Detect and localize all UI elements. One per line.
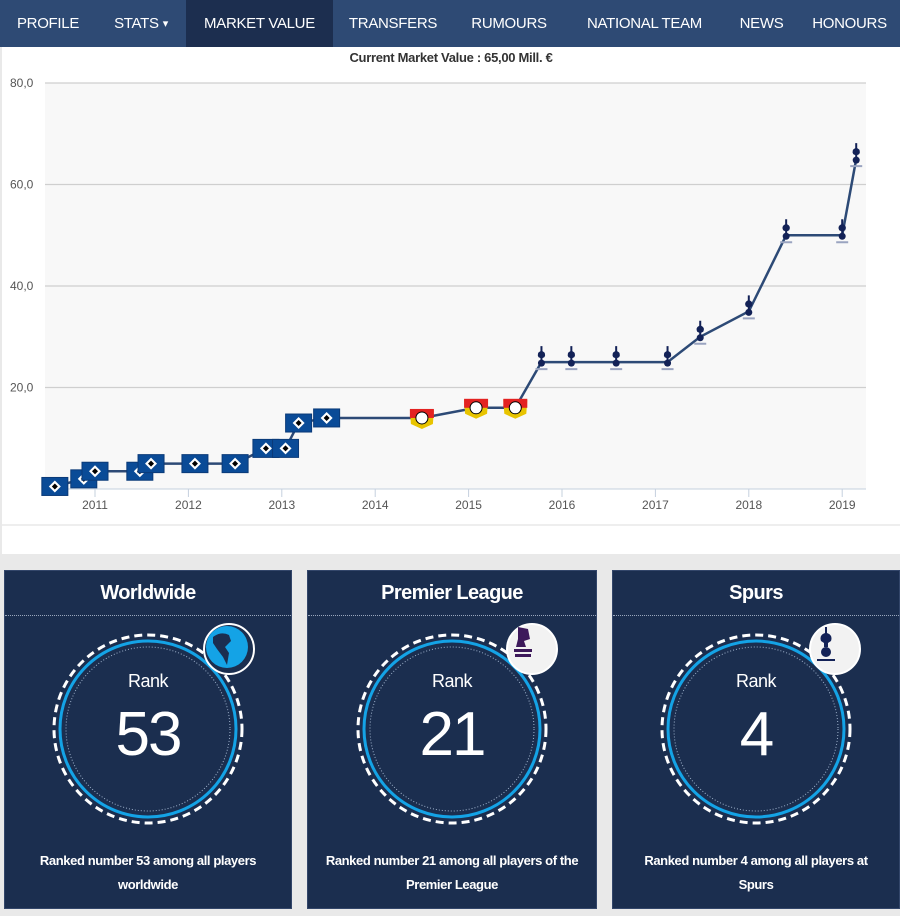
y-tick-label: 80,0 [10,76,34,90]
data-point-tot[interactable] [610,346,623,371]
data-point-hsv[interactable] [137,454,165,474]
data-point-tot[interactable] [565,346,578,371]
tab-news[interactable]: NEWS [724,0,799,47]
data-point-hsv[interactable] [221,454,249,474]
tab-national-team[interactable]: NATIONAL TEAM [565,0,724,47]
card-premier-league: Premier League Rank 21 Ranked number 21 … [307,570,597,909]
data-point-tot[interactable] [661,346,674,371]
data-point-hsv[interactable] [41,476,69,496]
data-point-tot[interactable] [742,295,755,320]
data-point-hsv[interactable] [285,413,313,433]
market-value-chart: 20,0 40,0 60,0 80,0 2011 2012 2013 2014 2015 2016… [2,76,900,526]
data-point-hsv[interactable] [181,454,209,474]
ranking-cards: Worldwide Rank 53 Ranked number 53 among… [0,570,900,910]
tab-label: TRANSFERS [348,15,438,32]
tab-market-value[interactable]: MARKET VALUE [186,0,333,47]
card-spurs: Spurs Rank 4 Ranked number 4 among all p… [612,570,900,909]
tab-label: STATS [114,15,159,32]
rank-ring [52,633,244,825]
x-tick-label: 2014 [362,498,389,512]
data-point-tot[interactable] [850,143,863,168]
tab-label: NEWS [739,15,784,32]
tab-label: NATIONAL TEAM [586,15,702,32]
x-tick-label: 2018 [735,498,762,512]
rank-number: 53 [115,700,183,769]
main-nav: PROFILE STATS ▾ MARKET VALUE TRANSFERS RU… [0,0,900,47]
card-title: Premier League [308,571,596,616]
tab-stats[interactable]: STATS ▾ [96,0,186,47]
x-tick-label: 2015 [455,498,482,512]
rank-number: 21 [419,700,487,769]
x-tick-label: 2017 [642,498,669,512]
data-point-tot[interactable] [780,219,793,244]
card-title: Worldwide [5,571,291,616]
data-point-hsv[interactable] [313,408,341,428]
x-tick-label: 2012 [175,498,202,512]
globe-icon [203,623,255,675]
rank-label: Rank [431,671,473,691]
rank-description: Ranked number 53 among all players world… [39,853,257,892]
tab-transfers[interactable]: TRANSFERS [333,0,453,47]
rank-description: Ranked number 4 among all players at Spu… [644,853,868,892]
data-point-hsv[interactable] [81,461,109,481]
tottenham-crest-icon [809,623,861,675]
tab-rumours[interactable]: RUMOURS [453,0,565,47]
card-title: Spurs [613,571,899,616]
x-tick-label: 2016 [549,498,576,512]
rank-description: Ranked number 21 among all players of th… [325,853,579,892]
x-tick-label: 2019 [829,498,856,512]
rank-label: Rank [127,671,169,691]
tab-honours[interactable]: HONOURS [799,0,900,47]
chart-title: Current Market Value : 65,00 Mill. € [349,50,553,65]
tab-label: PROFILE [16,15,80,32]
premier-league-logo-icon [506,623,558,675]
tab-label: RUMOURS [471,15,547,32]
rank-label: Rank [735,671,777,691]
x-tick-label: 2011 [82,498,108,512]
data-point-b04[interactable] [503,398,528,419]
data-point-tot[interactable] [535,346,548,371]
tab-label: HONOURS [812,15,887,32]
market-value-panel: Current Market Value : 65,00 Mill. € 20,… [2,47,900,554]
tab-label: MARKET VALUE [204,15,315,32]
tab-profile[interactable]: PROFILE [0,0,96,47]
rank-number: 4 [739,700,774,769]
card-worldwide: Worldwide Rank 53 Ranked number 53 among… [4,570,292,909]
y-tick-label: 40,0 [10,279,34,293]
x-tick-label: 2013 [268,498,295,512]
rank-ring [660,633,852,825]
data-point-tot[interactable] [836,219,849,244]
rank-ring [356,633,548,825]
y-tick-label: 60,0 [10,178,34,192]
caret-down-icon: ▾ [162,18,169,30]
data-point-b04[interactable] [409,408,434,429]
data-point-tot[interactable] [694,320,707,345]
y-tick-label: 20,0 [10,381,34,395]
data-point-b04[interactable] [464,398,489,419]
data-point-hsv[interactable] [272,438,300,458]
